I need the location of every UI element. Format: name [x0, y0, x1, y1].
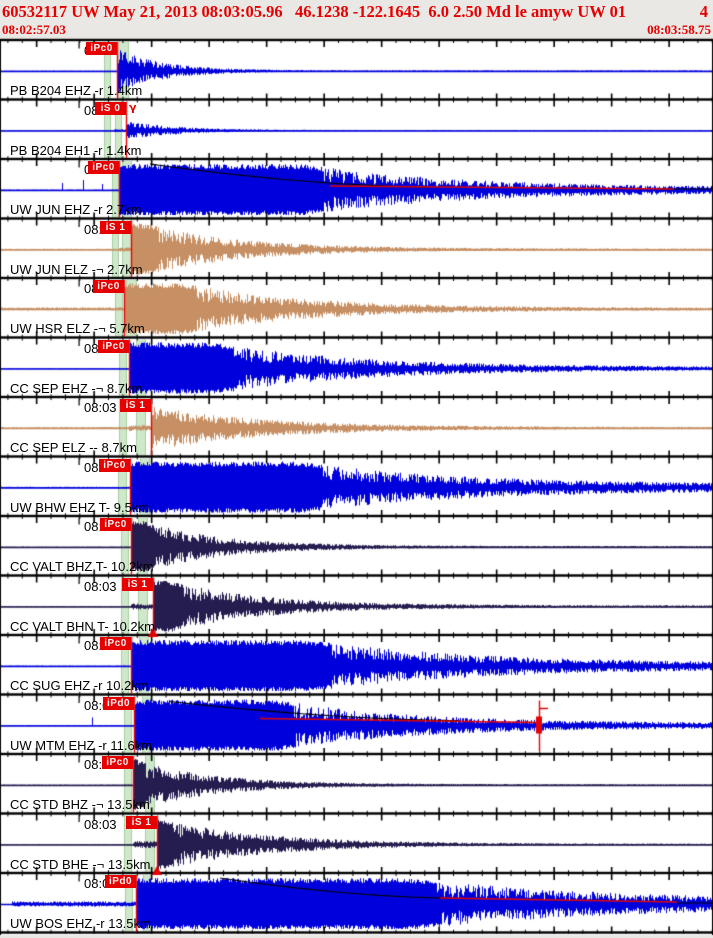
pick-marker[interactable]: iPc0 — [98, 339, 129, 353]
pick-marker[interactable]: iPc0 — [88, 161, 119, 174]
event-header: 60532117 UW May 21, 2013 08:03:05.96 46.… — [0, 0, 713, 40]
event-summary: 60532117 UW May 21, 2013 08:03:05.96 46.… — [2, 2, 627, 21]
pick-marker[interactable]: iPc0 — [93, 280, 124, 293]
pick-marker[interactable]: iS 1 — [100, 220, 131, 234]
pick-marker[interactable]: iPc0 — [102, 756, 133, 769]
pick-marker[interactable]: iPd0 — [103, 696, 134, 710]
pick-marker[interactable]: iPd0 — [105, 875, 136, 888]
pick-marker[interactable]: iPc0 — [86, 42, 117, 55]
pick-marker[interactable]: iPc0 — [100, 637, 131, 650]
pick-marker[interactable]: iS 0 — [95, 101, 126, 115]
pick-marker[interactable]: iS 1 — [122, 577, 153, 591]
pick-marker[interactable]: iS 1 — [126, 815, 157, 829]
window-start-time: 08:02:57.03 — [2, 22, 66, 37]
window-end-time: 08:03:58.75 — [647, 22, 711, 37]
pick-marker[interactable]: iPc0 — [99, 458, 130, 472]
pick-marker[interactable]: iPc0 — [100, 518, 131, 531]
pick-marker[interactable]: iS 1 — [120, 399, 151, 412]
event-summary-row: 60532117 UW May 21, 2013 08:03:05.96 46.… — [0, 0, 713, 22]
time-window-row: 08:02:57.03 08:03:58.75 — [0, 22, 713, 37]
event-count: 4 — [699, 2, 708, 21]
